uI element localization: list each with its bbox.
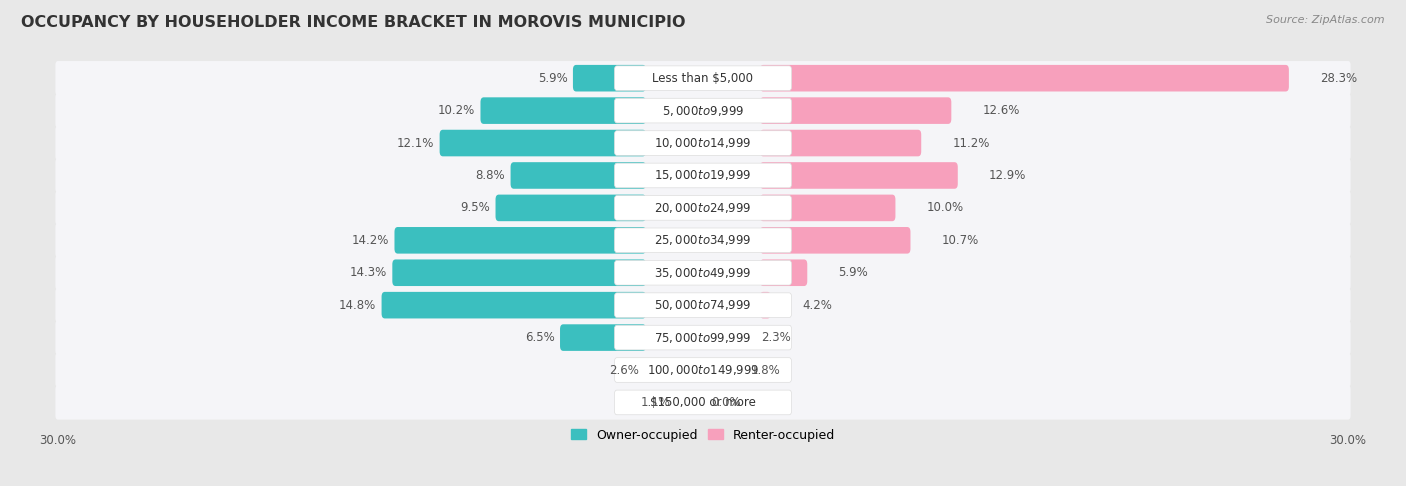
Text: Less than $5,000: Less than $5,000 (652, 72, 754, 85)
FancyBboxPatch shape (761, 260, 807, 286)
Text: 9.5%: 9.5% (460, 201, 491, 214)
Text: 5.9%: 5.9% (838, 266, 868, 279)
Text: 10.2%: 10.2% (437, 104, 475, 117)
FancyBboxPatch shape (614, 163, 792, 188)
Text: $20,000 to $24,999: $20,000 to $24,999 (654, 201, 752, 215)
FancyBboxPatch shape (761, 97, 952, 124)
Text: 12.6%: 12.6% (983, 104, 1019, 117)
FancyBboxPatch shape (614, 131, 792, 156)
Text: $35,000 to $49,999: $35,000 to $49,999 (654, 266, 752, 280)
FancyBboxPatch shape (55, 158, 1351, 192)
FancyBboxPatch shape (55, 320, 1351, 355)
Text: $25,000 to $34,999: $25,000 to $34,999 (654, 233, 752, 247)
Text: OCCUPANCY BY HOUSEHOLDER INCOME BRACKET IN MOROVIS MUNICIPIO: OCCUPANCY BY HOUSEHOLDER INCOME BRACKET … (21, 15, 686, 30)
FancyBboxPatch shape (481, 97, 645, 124)
Text: Source: ZipAtlas.com: Source: ZipAtlas.com (1267, 15, 1385, 25)
FancyBboxPatch shape (761, 194, 896, 221)
FancyBboxPatch shape (614, 325, 792, 350)
Text: $5,000 to $9,999: $5,000 to $9,999 (662, 104, 744, 118)
Text: 4.2%: 4.2% (801, 299, 832, 312)
Text: 6.5%: 6.5% (524, 331, 554, 344)
Text: 10.0%: 10.0% (927, 201, 963, 214)
Text: 14.8%: 14.8% (339, 299, 377, 312)
FancyBboxPatch shape (381, 292, 645, 318)
Text: 2.3%: 2.3% (761, 331, 790, 344)
Text: 0.0%: 0.0% (711, 396, 741, 409)
FancyBboxPatch shape (55, 223, 1351, 258)
FancyBboxPatch shape (560, 324, 645, 351)
Text: 8.8%: 8.8% (475, 169, 505, 182)
FancyBboxPatch shape (510, 162, 645, 189)
FancyBboxPatch shape (614, 293, 792, 317)
Text: 12.9%: 12.9% (988, 169, 1026, 182)
FancyBboxPatch shape (55, 353, 1351, 387)
Text: 28.3%: 28.3% (1320, 72, 1357, 85)
Text: 5.9%: 5.9% (538, 72, 568, 85)
FancyBboxPatch shape (614, 260, 792, 285)
FancyBboxPatch shape (614, 390, 792, 415)
Text: $75,000 to $99,999: $75,000 to $99,999 (654, 330, 752, 345)
FancyBboxPatch shape (395, 227, 645, 254)
FancyBboxPatch shape (614, 98, 792, 123)
FancyBboxPatch shape (55, 288, 1351, 322)
Text: 10.7%: 10.7% (942, 234, 979, 247)
Text: 11.2%: 11.2% (952, 137, 990, 150)
FancyBboxPatch shape (761, 162, 957, 189)
FancyBboxPatch shape (55, 61, 1351, 95)
FancyBboxPatch shape (761, 65, 1289, 91)
FancyBboxPatch shape (761, 130, 921, 156)
FancyBboxPatch shape (55, 93, 1351, 128)
FancyBboxPatch shape (495, 194, 645, 221)
FancyBboxPatch shape (761, 292, 770, 318)
Text: $50,000 to $74,999: $50,000 to $74,999 (654, 298, 752, 312)
Text: 14.2%: 14.2% (352, 234, 389, 247)
Text: $150,000 or more: $150,000 or more (650, 396, 756, 409)
Text: 1.1%: 1.1% (641, 396, 671, 409)
FancyBboxPatch shape (614, 228, 792, 253)
FancyBboxPatch shape (440, 130, 645, 156)
Text: 2.6%: 2.6% (609, 364, 638, 377)
FancyBboxPatch shape (614, 195, 792, 220)
Text: 1.8%: 1.8% (751, 364, 780, 377)
Legend: Owner-occupied, Renter-occupied: Owner-occupied, Renter-occupied (567, 424, 839, 447)
Text: $100,000 to $149,999: $100,000 to $149,999 (647, 363, 759, 377)
FancyBboxPatch shape (55, 385, 1351, 419)
Text: $15,000 to $19,999: $15,000 to $19,999 (654, 169, 752, 182)
FancyBboxPatch shape (761, 227, 911, 254)
FancyBboxPatch shape (614, 66, 792, 90)
FancyBboxPatch shape (55, 256, 1351, 290)
FancyBboxPatch shape (392, 260, 645, 286)
FancyBboxPatch shape (55, 191, 1351, 225)
FancyBboxPatch shape (55, 126, 1351, 160)
Text: $10,000 to $14,999: $10,000 to $14,999 (654, 136, 752, 150)
Text: 12.1%: 12.1% (396, 137, 434, 150)
FancyBboxPatch shape (572, 65, 645, 91)
FancyBboxPatch shape (614, 358, 792, 382)
Text: 14.3%: 14.3% (350, 266, 387, 279)
